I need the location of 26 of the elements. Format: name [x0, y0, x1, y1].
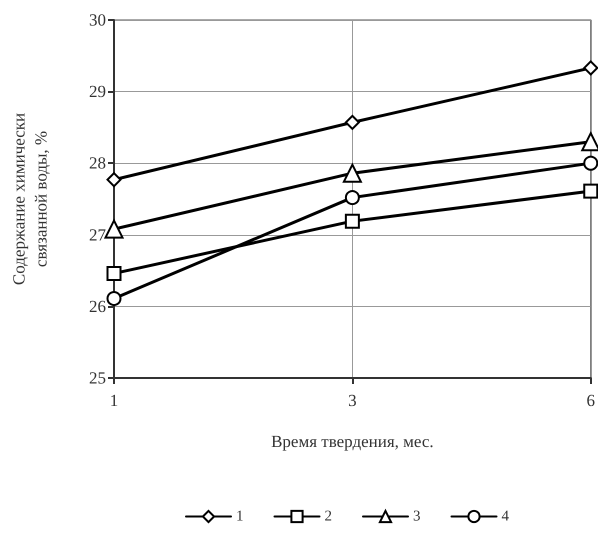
legend-label: 4 — [502, 508, 510, 524]
point — [104, 220, 124, 239]
y-tick-label: 28 — [89, 154, 106, 173]
y-tick-label: 26 — [89, 296, 106, 316]
point — [342, 164, 362, 183]
y-tick-label: 25 — [89, 368, 106, 388]
point — [344, 214, 360, 229]
point — [106, 172, 122, 188]
y-axis-title: Содержание химически связанной воды, % — [10, 112, 50, 286]
point — [583, 60, 598, 76]
x-tick-label: 3 — [348, 391, 357, 410]
legend-label: 3 — [413, 508, 420, 524]
y-tick-label: 30 — [89, 10, 106, 30]
x-tick-label: 1 — [110, 391, 118, 410]
y-tick-label: 27 — [89, 225, 106, 244]
legend-label: 2 — [324, 508, 332, 524]
point — [583, 184, 598, 199]
point — [583, 156, 598, 171]
point — [344, 114, 360, 130]
y-tick-label: 29 — [89, 82, 106, 102]
point — [344, 190, 360, 206]
legend-label: 1 — [236, 508, 244, 524]
x-tick-label: 6 — [586, 391, 595, 410]
point — [106, 266, 122, 281]
x-axis-title: Время твердения, мес. — [271, 432, 434, 451]
point — [106, 291, 122, 306]
